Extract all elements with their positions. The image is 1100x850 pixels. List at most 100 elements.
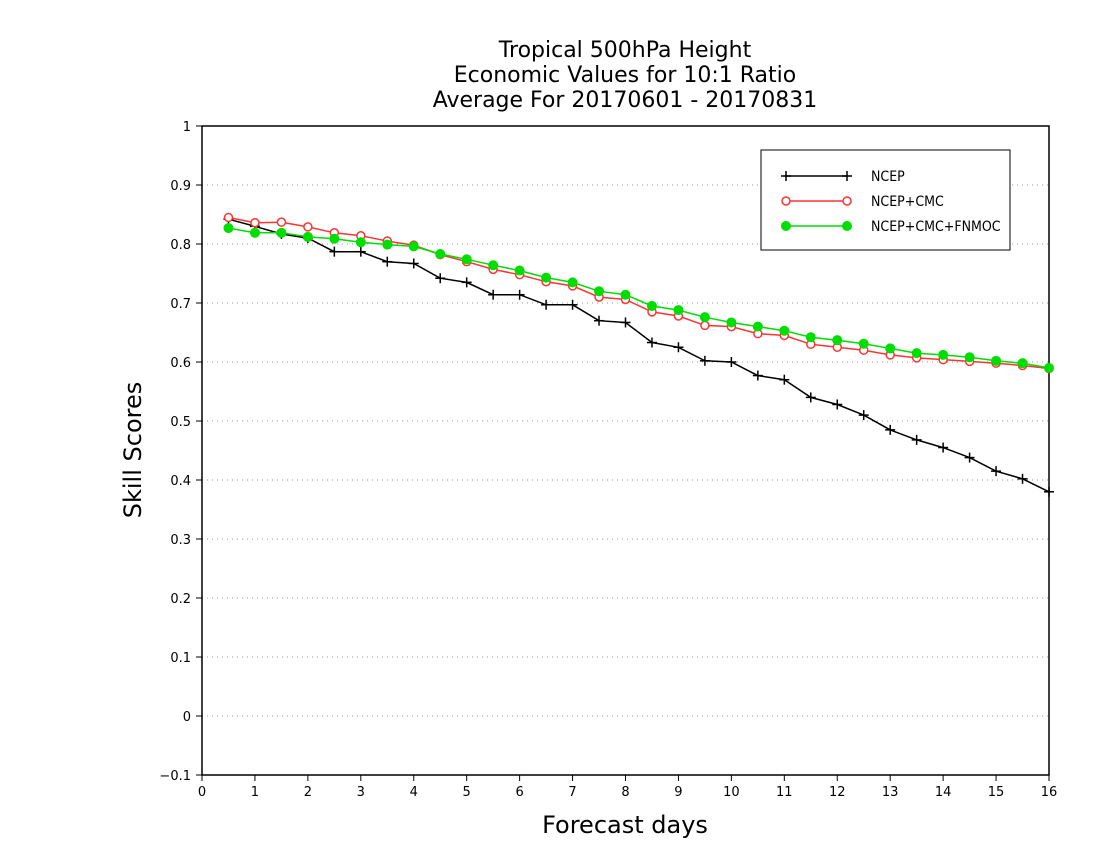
data-point-ncep-cmc — [276, 217, 287, 227]
y-tick-label: 0.9 — [170, 179, 191, 194]
legend-label-ncep-cmc: NCEP+CMC — [871, 194, 944, 210]
x-tick-label: 10 — [723, 785, 740, 800]
data-point-ncep — [726, 357, 737, 367]
y-axis-title: Skill Scores — [119, 382, 147, 519]
legend-marker-ncep-cmc-fnmoc — [781, 221, 791, 231]
legend-box — [760, 149, 1011, 251]
data-point-ncep-cmc-fnmoc — [541, 272, 552, 283]
axis-ticks: −0.100.10.20.30.40.50.60.70.80.910 1 2 3 4 5 6… — [159, 120, 1057, 800]
data-point-ncep-cmc-fnmoc — [594, 286, 605, 297]
data-point-ncep-cmc-fnmoc — [461, 254, 472, 265]
x-tick-label: 12 — [829, 785, 846, 800]
data-point-ncep — [805, 392, 816, 403]
data-point-ncep-cmc-fnmoc — [435, 249, 446, 260]
data-point-ncep-cmc-fnmoc — [938, 349, 949, 360]
legend-label-ncep-cmc-fnmoc: NCEP+CMC+FNMOC — [871, 219, 1001, 235]
data-point-ncep-cmc-fnmoc — [699, 312, 710, 323]
data-point-ncep — [1017, 473, 1028, 484]
data-point-ncep — [858, 410, 869, 421]
y-tick-label: 0 — [183, 710, 191, 725]
data-point-ncep — [885, 424, 896, 435]
data-point-ncep — [646, 337, 657, 348]
x-tick-label: 13 — [882, 785, 899, 800]
data-point-ncep — [541, 299, 552, 310]
data-point-ncep-cmc-fnmoc — [329, 233, 340, 244]
data-point-ncep-cmc-fnmoc — [276, 227, 287, 238]
data-point-ncep-cmc-fnmoc — [382, 239, 393, 250]
data-point-ncep-cmc-fnmoc — [726, 317, 737, 328]
plot-frame — [201, 125, 1050, 776]
data-point-ncep — [673, 342, 684, 353]
data-point-ncep — [938, 442, 949, 453]
data-point-ncep-cmc — [303, 222, 313, 232]
data-point-ncep — [461, 277, 472, 288]
data-point-ncep — [752, 370, 763, 381]
data-point-ncep-cmc-fnmoc — [1017, 358, 1028, 369]
data-point-ncep-cmc — [700, 320, 710, 331]
x-tick-label: 1 — [251, 785, 259, 800]
y-tick-label: 0.6 — [170, 356, 191, 371]
legend-marker-ncep — [842, 171, 852, 181]
x-tick-label: 4 — [410, 785, 418, 800]
data-point-ncep-cmc-fnmoc — [885, 343, 896, 354]
x-tick-label: 8 — [621, 785, 629, 800]
x-tick-label: 14 — [935, 785, 952, 800]
data-point-ncep-cmc-fnmoc — [673, 305, 684, 316]
data-point-ncep-cmc-fnmoc — [355, 237, 366, 248]
x-tick-label: 11 — [776, 785, 793, 800]
y-tick-label: 0.1 — [170, 651, 191, 666]
data-point-ncep — [594, 315, 605, 326]
series-ncep-cmc-fnmoc — [223, 223, 1054, 373]
data-point-ncep-cmc — [250, 218, 260, 228]
data-point-ncep-cmc-fnmoc — [779, 325, 790, 336]
data-point-ncep — [620, 317, 631, 328]
y-tick-label: 0.4 — [170, 474, 191, 489]
data-point-ncep-cmc-fnmoc — [514, 265, 525, 276]
data-point-ncep — [488, 289, 499, 300]
data-point-ncep — [991, 466, 1002, 477]
data-point-ncep-cmc-fnmoc — [832, 335, 843, 346]
x-axis-title: Forecast days — [542, 811, 708, 839]
title-line-3: Average For 20170601 - 20170831 — [433, 88, 818, 113]
data-point-ncep — [355, 246, 366, 257]
series-line-ncep — [228, 218, 1050, 493]
data-point-ncep-cmc-fnmoc — [752, 321, 763, 332]
data-point-ncep — [567, 299, 578, 310]
y-tick-label: 0.8 — [170, 238, 191, 253]
title-line-1: Tropical 500hPa Height — [498, 38, 752, 63]
x-tick-label: 5 — [463, 785, 471, 800]
data-point-ncep-cmc-fnmoc — [805, 332, 816, 343]
data-point-ncep — [911, 434, 922, 445]
data-point-ncep-cmc-fnmoc — [1044, 362, 1054, 373]
data-point-ncep-cmc-fnmoc — [249, 227, 260, 238]
grid — [202, 184, 1049, 717]
data-point-ncep — [1044, 486, 1054, 497]
x-tick-label: 6 — [515, 785, 523, 800]
legend-marker-ncep-cmc-fnmoc — [842, 221, 852, 231]
y-tick-label: 0.2 — [170, 592, 191, 607]
data-point-ncep-cmc-fnmoc — [646, 300, 657, 311]
data-point-ncep-cmc-fnmoc — [964, 352, 975, 363]
x-tick-label: 7 — [568, 785, 576, 800]
x-tick-label: 15 — [988, 785, 1005, 800]
y-tick-label: 0.7 — [170, 297, 191, 312]
x-tick-label: 0 — [198, 785, 206, 800]
data-point-ncep — [699, 355, 710, 366]
series-ncep — [223, 214, 1054, 497]
data-point-ncep-cmc-fnmoc — [620, 289, 631, 300]
x-tick-label: 2 — [304, 785, 312, 800]
series — [223, 212, 1054, 497]
data-point-ncep — [408, 258, 419, 269]
data-point-ncep-cmc-fnmoc — [223, 223, 234, 234]
x-tick-label: 16 — [1041, 785, 1058, 800]
data-point-ncep — [964, 452, 975, 463]
data-point-ncep — [514, 289, 525, 300]
legend-marker-ncep — [781, 171, 791, 181]
y-tick-label: 0.5 — [170, 415, 191, 430]
data-point-ncep-cmc — [223, 212, 234, 223]
data-point-ncep — [382, 256, 393, 267]
data-point-ncep — [329, 246, 340, 257]
data-point-ncep-cmc-fnmoc — [302, 231, 313, 242]
